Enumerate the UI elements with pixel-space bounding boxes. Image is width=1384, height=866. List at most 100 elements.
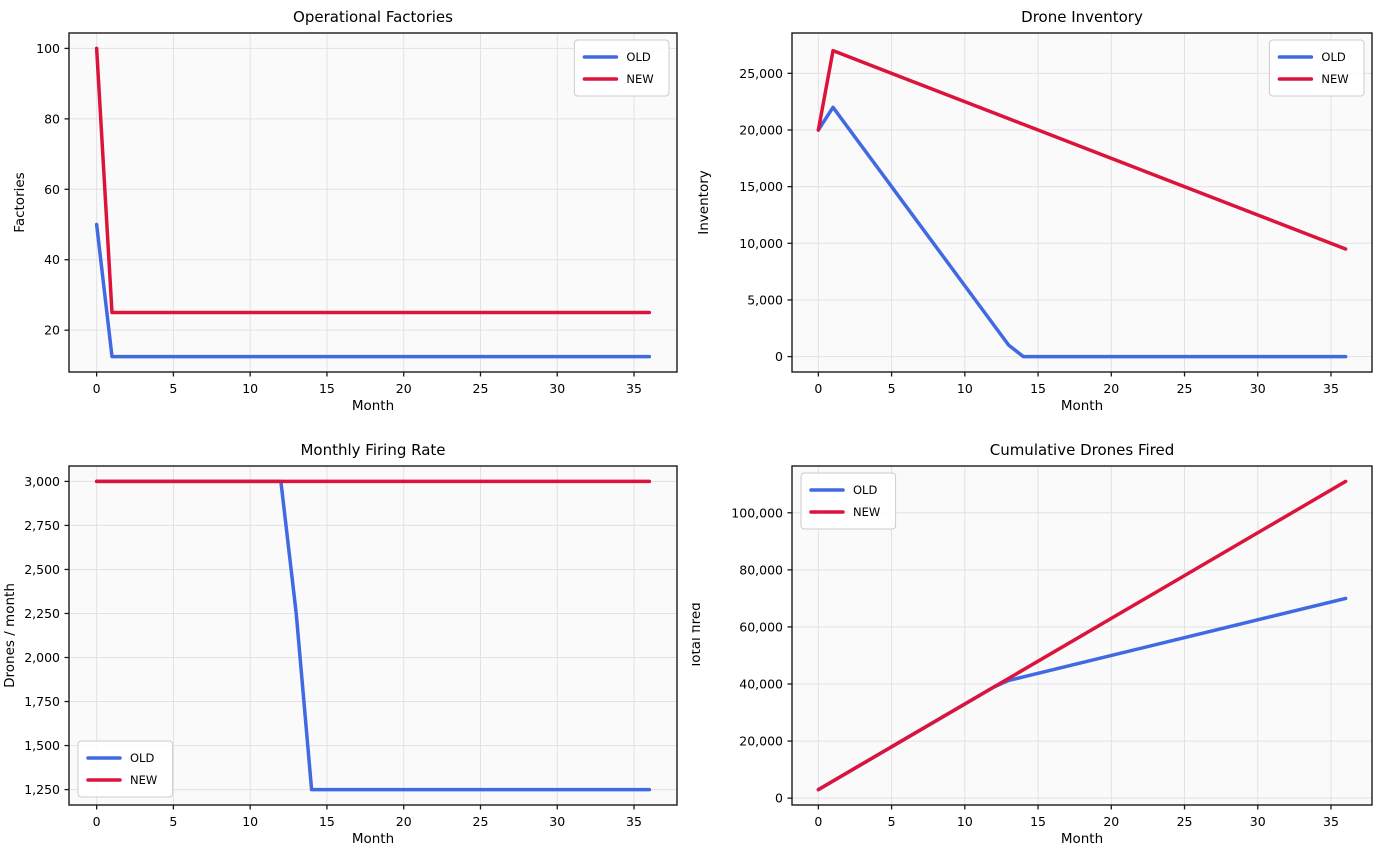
y-tick-label: 20 [44, 323, 60, 338]
y-tick-label: 40,000 [739, 677, 783, 692]
y-tick-label: 100,000 [731, 505, 783, 520]
x-tick-label: 20 [1103, 381, 1119, 396]
chart-title: Cumulative Drones Fired [990, 441, 1175, 459]
legend: OLD NEW [573, 39, 670, 97]
x-tick-label: 5 [169, 381, 177, 396]
legend-label-new: NEW [626, 72, 653, 86]
x-tick-label: 10 [242, 814, 258, 829]
x-tick-label: 25 [473, 814, 489, 829]
chart-svg: 0 5 10 15 20 25 30 35 0 5,000 10,000 15,000 20,000 25… [696, 8, 1373, 414]
x-tick-label: 0 [814, 381, 822, 396]
x-tick-label: 10 [957, 381, 973, 396]
x-tick-label: 35 [1323, 814, 1339, 829]
y-tick-label: 20,000 [739, 734, 783, 749]
legend-label-new: NEW [853, 505, 880, 519]
x-tick-label: 20 [1103, 814, 1119, 829]
x-tick-label: 10 [242, 381, 258, 396]
x-tick-label: 0 [93, 381, 101, 396]
legend: OLD NEW [77, 740, 174, 798]
chart-title: Monthly Firing Rate [300, 441, 445, 459]
y-axis-label: Total fired [692, 602, 704, 669]
y-tick-label: 3,000 [24, 474, 60, 489]
y-tick-label: 1,500 [24, 738, 60, 753]
axes-spines [791, 32, 1373, 373]
x-axis-label: Month [1061, 398, 1103, 414]
y-tick-label: 20,000 [739, 122, 783, 137]
x-axis-label: Month [352, 398, 394, 414]
series-old-line [816, 105, 1348, 359]
x-tick-label: 35 [626, 381, 642, 396]
legend-label-old: OLD [853, 483, 877, 497]
x-axis: 0 5 10 15 20 25 30 35 [814, 372, 1339, 396]
legend-label-new: NEW [1321, 72, 1348, 86]
x-axis-label: Month [1061, 831, 1103, 847]
series-new-line [94, 46, 652, 315]
x-tick-label: 30 [549, 814, 565, 829]
y-tick-label: 2,500 [24, 562, 60, 577]
x-tick-label: 30 [1250, 814, 1266, 829]
x-tick-label: 5 [888, 814, 896, 829]
y-axis: 20 40 60 80 100 [36, 41, 69, 338]
x-tick-label: 5 [888, 381, 896, 396]
y-axis: 1,250 1,500 1,750 2,000 2,250 2,500 2,750 3,000 [24, 474, 69, 797]
x-tick-label: 20 [396, 381, 412, 396]
series-new-line [816, 479, 1348, 792]
y-tick-label: 1,750 [24, 694, 60, 709]
legend-label-old: OLD [626, 50, 650, 64]
axes-spines [68, 465, 678, 806]
chart-monthly-firing-rate: 0 5 10 15 20 25 30 35 1,250 1,500 1,750 2,000 2,250 2… [0, 433, 692, 866]
y-axis: 0 5,000 10,000 15,000 20,000 25,000 [739, 66, 792, 364]
chart-title: Drone Inventory [1021, 8, 1143, 26]
y-tick-label: 80,000 [739, 562, 783, 577]
axes-spines [791, 465, 1373, 806]
x-tick-label: 0 [93, 814, 101, 829]
x-axis: 0 5 10 15 20 25 30 35 [93, 372, 642, 396]
y-tick-label: 10,000 [739, 236, 783, 251]
chart-svg: 0 5 10 15 20 25 30 35 20 40 60 80 100 Operational Fac… [12, 8, 678, 414]
x-tick-label: 25 [473, 381, 489, 396]
chart-title: Operational Factories [293, 8, 453, 26]
y-axis-label: Inventory [696, 170, 712, 234]
legend: OLD NEW [800, 472, 897, 530]
x-tick-label: 15 [1030, 381, 1046, 396]
y-tick-label: 2,000 [24, 650, 60, 665]
x-tick-label: 35 [1323, 381, 1339, 396]
y-axis-label: Factories [12, 172, 28, 232]
x-tick-label: 15 [319, 814, 335, 829]
axes-spines [68, 32, 678, 373]
x-tick-label: 15 [319, 381, 335, 396]
x-tick-label: 30 [549, 381, 565, 396]
legend-label-old: OLD [130, 751, 154, 765]
x-axis-label: Month [352, 831, 394, 847]
chart-svg: 0 5 10 15 20 25 30 35 0 20,000 40,000 60,000 80,000 1… [692, 441, 1373, 847]
x-axis: 0 5 10 15 20 25 30 35 [93, 805, 642, 829]
y-axis-label: Drones / month [2, 583, 18, 688]
x-tick-label: 20 [396, 814, 412, 829]
y-tick-label: 60 [44, 182, 60, 197]
y-tick-label: 2,250 [24, 606, 60, 621]
legend-label-new: NEW [130, 773, 157, 787]
y-axis: 0 20,000 40,000 60,000 80,000 100,000 [731, 505, 792, 806]
legend-box [573, 39, 670, 97]
x-tick-label: 10 [957, 814, 973, 829]
legend: OLD NEW [1268, 39, 1365, 97]
chart-operational-factories: 0 5 10 15 20 25 30 35 20 40 60 80 100 Operational Fac… [0, 0, 692, 433]
legend-box [1268, 39, 1365, 97]
y-tick-label: 2,750 [24, 518, 60, 533]
y-tick-label: 25,000 [739, 66, 783, 81]
legend-label-old: OLD [1321, 50, 1345, 64]
y-tick-label: 15,000 [739, 179, 783, 194]
legend-box [77, 740, 174, 798]
series-old-line [94, 222, 652, 359]
x-axis: 0 5 10 15 20 25 30 35 [814, 805, 1339, 829]
x-tick-label: 25 [1177, 814, 1193, 829]
x-tick-label: 5 [169, 814, 177, 829]
x-tick-label: 35 [626, 814, 642, 829]
chart-svg: 0 5 10 15 20 25 30 35 1,250 1,500 1,750 2,000 2,250 2… [2, 441, 678, 847]
chart-drone-inventory: 0 5 10 15 20 25 30 35 0 5,000 10,000 15,000 20,000 25… [692, 0, 1384, 433]
x-tick-label: 25 [1177, 381, 1193, 396]
y-tick-label: 1,250 [24, 782, 60, 797]
y-tick-label: 40 [44, 252, 60, 267]
y-tick-label: 60,000 [739, 619, 783, 634]
